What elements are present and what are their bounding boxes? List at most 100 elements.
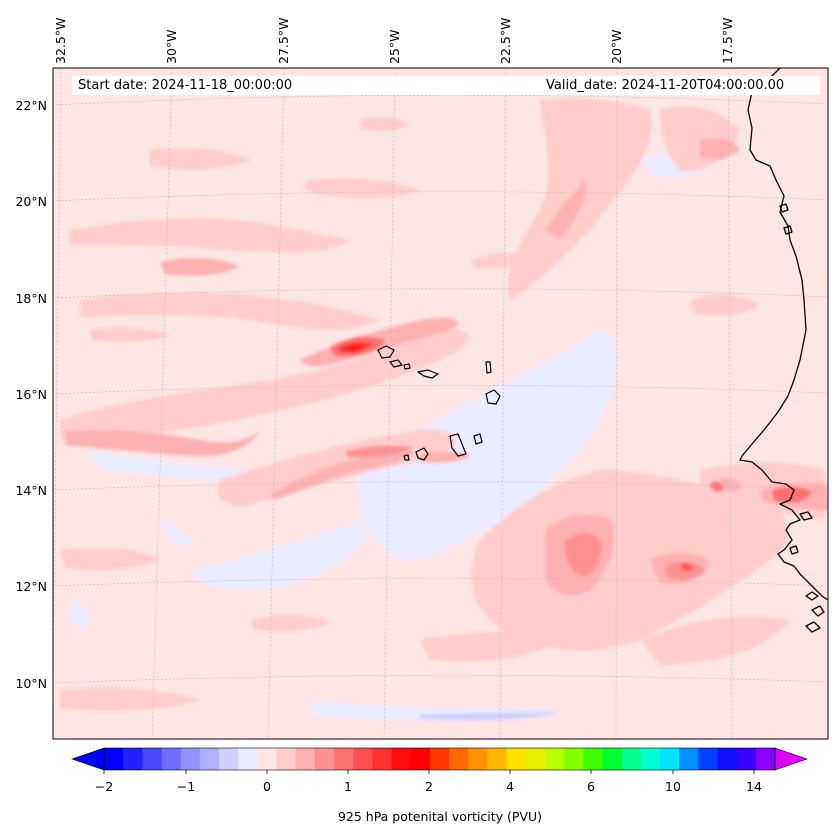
gridline-lat-10 [53,674,828,684]
island-sao-vicente [389,359,403,368]
colorbar-segment [238,748,258,770]
colorbar-ticks [103,770,755,774]
coastline [739,68,828,633]
lon-label: 17.5°W [720,18,735,64]
colorbar-tick-label: 4 [506,779,514,794]
island-sal [485,361,492,374]
lon-label: 22.5°W [498,18,513,64]
colorbar-tick-label: 0 [263,779,271,794]
cape-verde-islands [377,345,501,461]
colorbar-segment [257,748,278,770]
island-santa-luzia [403,363,411,370]
colorbar-tick-label: 1 [344,779,352,794]
latitude-labels: 22°N 20°N 18°N 16°N 14°N 12°N 10°N [15,98,47,691]
island-brava [403,454,410,461]
colorbar: −2 −1 0 1 2 4 6 10 14 925 hPa potenital … [71,747,808,824]
island-fogo [415,447,429,461]
gridline-lat-16 [53,384,828,395]
longitude-labels: 32.5°W 30°W 27.5°W 25°W 22.5°W 20°W 17.5… [53,18,735,64]
colorbar-segment [698,748,718,770]
colorbar-segment [755,748,776,770]
island-santiago [449,433,467,457]
island-maio [473,433,483,445]
coast-islet-g [783,225,793,235]
lat-label: 18°N [15,291,47,306]
gridline-lat-18 [53,288,828,299]
colorbar-segment [161,748,182,770]
colorbar-tick-label: 14 [746,779,762,794]
start-date-label: Start date: 2024-11-18_00:00:00 [72,76,554,95]
colorbar-segment [487,748,508,770]
strong-positive-pv-field [330,337,812,580]
lat-label: 10°N [15,676,47,691]
colorbar-extend-high [774,747,808,771]
coast-islet-d [799,511,813,521]
colorbar-segments [104,748,776,770]
colorbar-segment [602,748,623,770]
africa-coastline [739,68,828,601]
gridline-lat-22 [53,94,828,106]
gridline-lat-14 [53,481,828,491]
colorbar-segment [564,748,584,770]
colorbar-extend-low [71,747,105,771]
colorbar-tick-label: −1 [177,779,195,794]
island-sao-nicolau [417,369,439,379]
gridline-lat-12 [53,578,828,587]
colorbar-segment [621,748,642,770]
colorbar-tick-label: −2 [95,779,113,794]
lat-label: 12°N [15,579,47,594]
coast-islet-e [789,545,799,555]
colorbar-segment [525,748,546,770]
lon-label: 20°W [609,29,624,64]
colorbar-segment [717,748,738,770]
colorbar-segment [295,748,316,770]
colorbar-segment [659,748,680,770]
lon-label: 30°W [164,29,179,64]
map-frame [52,67,829,740]
colorbar-segment [123,748,143,770]
colorbar-segment [104,748,124,770]
valid-date-label: Valid_date: 2024-11-20T04:00:00.00 [540,76,820,95]
colorbar-segment [506,748,527,770]
colorbar-frame [103,747,776,771]
lon-label: 25°W [387,29,402,64]
colorbar-segment [640,748,661,770]
colorbar-tick-label: 2 [425,779,433,794]
map-graticule [53,68,828,739]
colorbar-segment [391,748,412,770]
coast-islet-a [805,591,819,601]
colorbar-segment [314,748,335,770]
gridline-lat-20 [53,191,828,202]
colorbar-segment [334,748,354,770]
coast-islet-b [811,605,825,617]
colorbar-segment [276,748,297,770]
colorbar-segment [142,748,163,770]
colorbar-segment [736,748,757,770]
coast-islet-c [805,621,821,633]
colorbar-segment [180,748,201,770]
colorbar-segment [429,748,450,770]
lat-label: 22°N [15,98,47,113]
map-panel [53,68,828,739]
colorbar-title: 925 hPa potenital vorticity (PVU) [338,809,542,824]
colorbar-segment [449,748,469,770]
lat-label: 20°N [15,194,47,209]
colorbar-segment [468,748,488,770]
lon-label: 27.5°W [276,18,291,64]
colorbar-segment [544,748,565,770]
colorbar-tick-label: 10 [665,779,681,794]
colorbar-segment [219,748,239,770]
island-boa-vista [485,389,501,405]
colorbar-segment [372,748,393,770]
colorbar-segment [353,748,373,770]
lon-label: 32.5°W [53,18,68,64]
colorbar-segment [583,748,603,770]
colorbar-segment [410,748,431,770]
colorbar-tick-label: 6 [587,779,595,794]
coast-islet-f [779,203,789,213]
lat-label: 14°N [15,483,47,498]
colorbar-segment [679,748,699,770]
colorbar-tick-labels: −2 −1 0 1 2 4 6 10 14 [95,779,762,794]
island-santo-antao [377,345,395,359]
